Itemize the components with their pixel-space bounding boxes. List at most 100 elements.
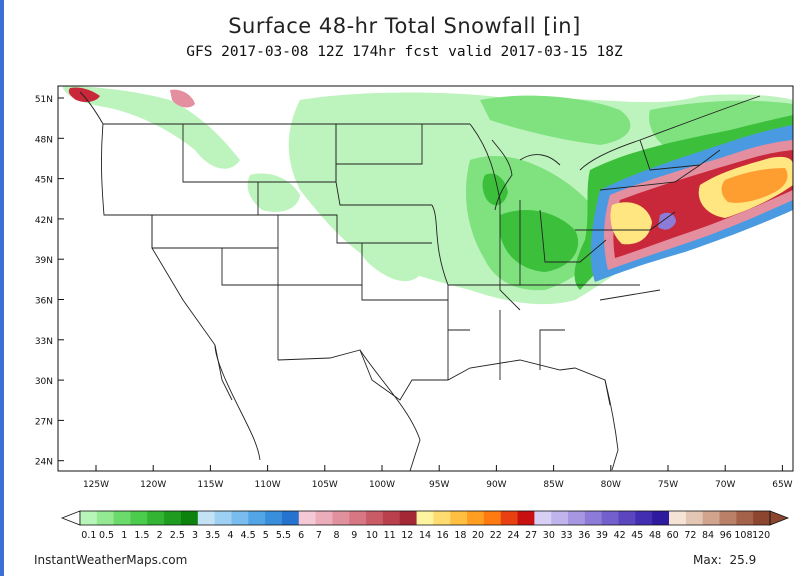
- colorbar-swatch: [568, 511, 586, 525]
- snow-area-yellow-pa: [610, 202, 652, 245]
- max-readout: Max: 25.9: [693, 553, 756, 567]
- colorbar-label: 3.5: [205, 530, 220, 541]
- colorbar-swatch: [584, 511, 603, 525]
- colorbar-label: 1: [121, 530, 127, 541]
- colorbar-swatch: [416, 511, 434, 525]
- map-title: Surface 48-hr Total Snowfall [in]: [228, 14, 581, 38]
- colorbar-legend: 0.1 0.5 1 1.5 2 2.5 3 3.5 4 4.5 5 5.5 6 7 8 9 10 11 12 14 16…: [60, 510, 790, 541]
- colorbar-label: 27: [525, 530, 537, 541]
- lon-label: 70W: [715, 480, 735, 490]
- colorbar-label: 20: [472, 530, 484, 541]
- colorbar-swatch: [652, 511, 670, 525]
- colorbar-outline: [79, 510, 771, 526]
- window-edge: [0, 0, 4, 576]
- colorbar-label: 4: [227, 530, 233, 541]
- colorbar-label: 8: [334, 530, 340, 541]
- colorbar-swatch: [298, 511, 317, 525]
- map-subtitle: GFS 2017-03-08 12Z 174hr fcst valid 2017…: [186, 44, 623, 60]
- lat-label: 36N: [35, 297, 53, 307]
- colorbar-label: 5.5: [276, 530, 291, 541]
- colorbar-swatch: [685, 511, 704, 525]
- snow-spot-pnw: [68, 87, 100, 103]
- credit-text: InstantWeatherMaps.com: [34, 553, 188, 567]
- lon-label: 65W: [772, 480, 792, 490]
- longitude-axis: 125W 120W 115W 110W 105W 100W 95W 90W 85W 80W 75W 7…: [83, 465, 793, 490]
- map-plot-area: [62, 86, 793, 471]
- colorbar-swatch: [130, 511, 148, 525]
- colorbar-swatch: [349, 511, 367, 525]
- snow-area-moderate-north: [480, 95, 631, 145]
- colorbar-label: 16: [437, 530, 449, 541]
- colorbar-label: 11: [384, 530, 396, 541]
- colorbar-swatch: [164, 511, 182, 525]
- colorbar-swatch: [214, 511, 232, 525]
- colorbar-label: 9: [351, 530, 357, 541]
- colorbar-label: 36: [578, 530, 590, 541]
- colorbar-swatch: [483, 511, 502, 525]
- lon-label: 125W: [83, 480, 109, 490]
- colorbar-swatch: [315, 511, 333, 525]
- lat-label: 51N: [35, 95, 53, 105]
- lat-label: 27N: [35, 417, 53, 427]
- lon-label: 75W: [658, 480, 678, 490]
- colorbar-label: 45: [631, 530, 643, 541]
- colorbar-swatch: [534, 511, 552, 525]
- colorbar-low-arrow: [60, 510, 81, 526]
- state-borders: [79, 91, 761, 471]
- colorbar-swatch: [281, 511, 300, 525]
- colorbar-swatch: [669, 511, 687, 525]
- colorbar-swatch: [197, 511, 216, 525]
- lon-label: 90W: [486, 480, 506, 490]
- colorbar-label: 6: [298, 530, 304, 541]
- colorbar-label: 60: [667, 530, 679, 541]
- colorbar-swatch: [399, 511, 417, 525]
- colorbar-swatch: [753, 511, 771, 525]
- colorbar-label: 7: [316, 530, 322, 541]
- lat-label: 45N: [35, 176, 53, 186]
- colorbar-label: 0.5: [99, 530, 114, 541]
- max-label: Max:: [693, 553, 722, 567]
- lon-label: 120W: [140, 480, 166, 490]
- colorbar-label: 18: [454, 530, 466, 541]
- colorbar-label: 5: [263, 530, 269, 541]
- lon-label: 95W: [429, 480, 449, 490]
- lon-label: 115W: [197, 480, 223, 490]
- colorbar-label: 0.1: [81, 530, 96, 541]
- colorbar-label: 120: [752, 530, 770, 541]
- colorbar-swatch: [180, 511, 199, 525]
- colorbar-swatch: [231, 511, 249, 525]
- snow-area-orange-ne: [721, 168, 788, 203]
- colorbar-label: 33: [560, 530, 572, 541]
- colorbar-swatch: [635, 511, 653, 525]
- colorbar-swatch: [450, 511, 468, 525]
- colorbar-label: 48: [649, 530, 661, 541]
- lat-label: 30N: [35, 377, 53, 387]
- lat-label: 33N: [35, 337, 53, 347]
- colorbar-swatch: [517, 511, 535, 525]
- lon-label: 110W: [255, 480, 281, 490]
- lat-label: 48N: [35, 135, 53, 145]
- colorbar-swatch: [265, 511, 283, 525]
- colorbar-label: 2.5: [170, 530, 185, 541]
- colorbar-label: 4.5: [241, 530, 256, 541]
- colorbar-label: 39: [596, 530, 608, 541]
- colorbar-swatch: [467, 511, 485, 525]
- colorbar-swatch: [601, 511, 619, 525]
- colorbar-label: 42: [614, 530, 626, 541]
- lon-label: 80W: [601, 480, 621, 490]
- colorbar-swatch: [113, 511, 131, 525]
- colorbar-swatch: [719, 511, 737, 525]
- colorbar-swatch: [433, 511, 451, 525]
- snow-area-light-west: [247, 173, 300, 212]
- snow-spot-bc: [170, 89, 195, 108]
- colorbar-label: 2: [157, 530, 163, 541]
- max-value: 25.9: [729, 553, 757, 567]
- colorbar-swatch: [366, 511, 384, 525]
- colorbar-swatch: [248, 511, 266, 525]
- map-frame: [57, 85, 794, 472]
- colorbar-swatch: [500, 511, 518, 525]
- colorbar-swatch: [382, 511, 401, 525]
- colorbar-label: 12: [401, 530, 413, 541]
- colorbar-label: 72: [684, 530, 696, 541]
- lon-label: 85W: [543, 480, 563, 490]
